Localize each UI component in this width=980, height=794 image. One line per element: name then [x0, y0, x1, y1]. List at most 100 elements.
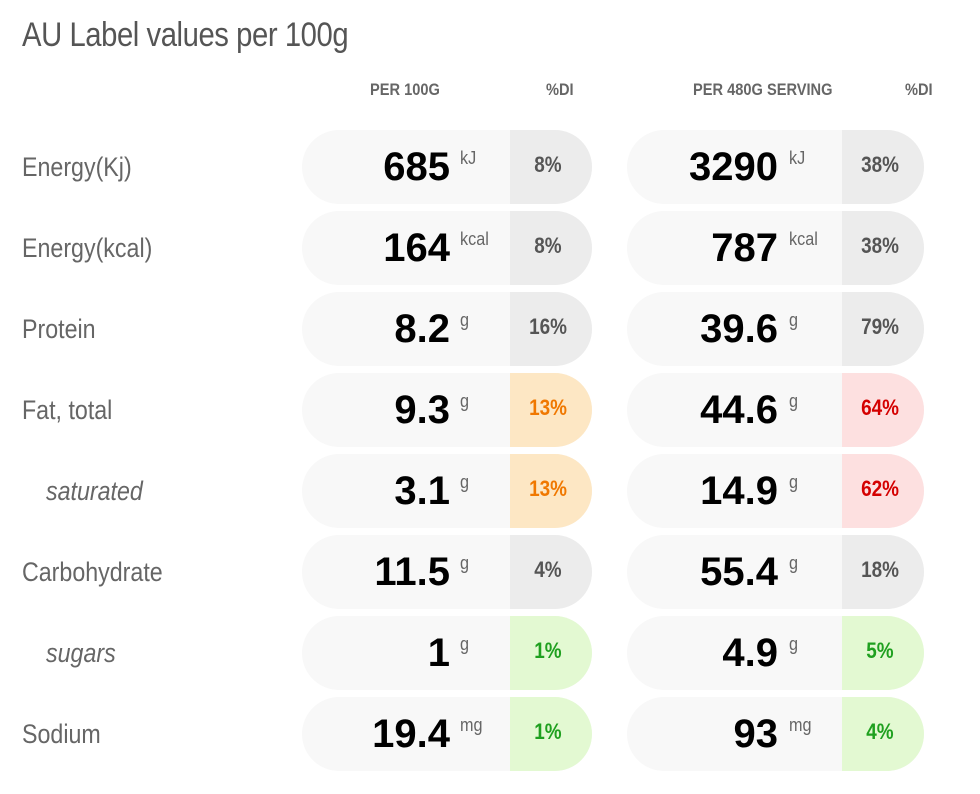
row-label: Carbohydrate [22, 557, 163, 587]
value-cell-per-serving: 44.6 g 64% [627, 373, 924, 447]
daily-intake-badge: 16% [510, 292, 592, 366]
value-cell-per-100g: 19.4 mg 1% [302, 697, 592, 771]
daily-intake-badge: 8% [510, 211, 592, 285]
amount-unit: g [460, 553, 470, 573]
value-cell-per-serving: 4.9 g 5% [627, 616, 924, 690]
daily-intake-badge: 4% [842, 697, 924, 771]
column-header-per-100g: PER 100G [370, 80, 440, 99]
table-row: Sodium 19.4 mg 1% 93 mg 4% [0, 697, 980, 771]
daily-intake-value: 1% [534, 638, 562, 663]
table-row: Protein 8.2 g 16% 39.6 g 79% [0, 292, 980, 366]
value-cell-per-serving: 14.9 g 62% [627, 454, 924, 528]
table-row: Energy(Kj) 685 kJ 8% 3290 kJ 38% [0, 130, 980, 204]
amount-value: 685 [383, 145, 450, 189]
amount-unit: kcal [789, 229, 818, 249]
amount-value: 8.2 [394, 307, 450, 351]
row-label: Energy(kcal) [22, 233, 153, 263]
amount-value: 9.3 [394, 388, 450, 432]
page-title: AU Label values per 100g [22, 16, 349, 54]
column-header-di-per-100g: %DI [546, 80, 574, 99]
amount-value: 3.1 [394, 469, 450, 513]
value-cell-per-serving: 3290 kJ 38% [627, 130, 924, 204]
daily-intake-value: 8% [534, 152, 562, 177]
value-cell-per-serving: 787 kcal 38% [627, 211, 924, 285]
amount-value: 164 [383, 226, 450, 270]
value-cell-per-100g: 164 kcal 8% [302, 211, 592, 285]
daily-intake-value: 13% [529, 476, 567, 501]
amount-value: 39.6 [700, 307, 778, 351]
column-header-di-per-serving: %DI [905, 80, 933, 99]
daily-intake-badge: 5% [842, 616, 924, 690]
amount-value: 44.6 [700, 388, 778, 432]
amount-unit: g [460, 391, 470, 411]
table-row: Fat, total 9.3 g 13% 44.6 g 64% [0, 373, 980, 447]
daily-intake-badge: 13% [510, 373, 592, 447]
table-row: Carbohydrate 11.5 g 4% 55.4 g 18% [0, 535, 980, 609]
daily-intake-value: 62% [861, 476, 899, 501]
amount-value: 1 [427, 631, 450, 675]
daily-intake-badge: 4% [510, 535, 592, 609]
daily-intake-badge: 38% [842, 130, 924, 204]
value-cell-per-100g: 8.2 g 16% [302, 292, 592, 366]
daily-intake-value: 5% [866, 638, 894, 663]
daily-intake-value: 8% [534, 233, 562, 258]
amount-unit: g [789, 472, 799, 492]
amount-unit: g [460, 634, 470, 654]
amount-unit: g [460, 310, 470, 330]
amount-value: 11.5 [374, 550, 450, 594]
amount-unit: g [789, 634, 799, 654]
amount-unit: kJ [460, 148, 477, 168]
amount-unit: kJ [789, 148, 806, 168]
table-row: Energy(kcal) 164 kcal 8% 787 kcal 38% [0, 211, 980, 285]
amount-value: 787 [711, 226, 778, 270]
amount-value: 19.4 [372, 712, 450, 756]
daily-intake-value: 16% [529, 314, 567, 339]
daily-intake-badge: 8% [510, 130, 592, 204]
row-label: Sodium [22, 719, 101, 749]
amount-unit: kcal [460, 229, 489, 249]
amount-value: 3290 [689, 145, 778, 189]
row-label: Protein [22, 314, 96, 344]
amount-unit: g [789, 310, 799, 330]
daily-intake-value: 4% [866, 719, 894, 744]
daily-intake-badge: 38% [842, 211, 924, 285]
column-header-per-serving: PER 480G SERVING [693, 80, 833, 99]
daily-intake-value: 18% [861, 557, 899, 582]
daily-intake-badge: 62% [842, 454, 924, 528]
value-cell-per-serving: 93 mg 4% [627, 697, 924, 771]
daily-intake-badge: 79% [842, 292, 924, 366]
value-cell-per-100g: 3.1 g 13% [302, 454, 592, 528]
value-cell-per-serving: 39.6 g 79% [627, 292, 924, 366]
table-row: saturated 3.1 g 13% 14.9 g 62% [0, 454, 980, 528]
row-label: Fat, total [22, 395, 113, 425]
amount-value: 93 [733, 712, 779, 756]
amount-unit: g [789, 553, 799, 573]
value-cell-per-100g: 9.3 g 13% [302, 373, 592, 447]
daily-intake-value: 38% [861, 233, 899, 258]
value-cell-per-serving: 55.4 g 18% [627, 535, 924, 609]
amount-unit: mg [460, 715, 483, 735]
daily-intake-badge: 1% [510, 616, 592, 690]
daily-intake-badge: 13% [510, 454, 592, 528]
value-cell-per-100g: 1 g 1% [302, 616, 592, 690]
daily-intake-value: 4% [534, 557, 562, 582]
amount-value: 4.9 [722, 631, 778, 675]
value-cell-per-100g: 685 kJ 8% [302, 130, 592, 204]
amount-unit: g [460, 472, 470, 492]
amount-unit: g [789, 391, 799, 411]
table-row: sugars 1 g 1% 4.9 g 5% [0, 616, 980, 690]
daily-intake-value: 1% [534, 719, 562, 744]
amount-unit: mg [789, 715, 812, 735]
amount-value: 55.4 [700, 550, 778, 594]
daily-intake-value: 79% [861, 314, 899, 339]
daily-intake-value: 13% [529, 395, 567, 420]
amount-value: 14.9 [700, 469, 778, 513]
daily-intake-value: 64% [861, 395, 899, 420]
row-label: sugars [46, 638, 116, 668]
daily-intake-badge: 64% [842, 373, 924, 447]
row-label: Energy(Kj) [22, 152, 132, 182]
value-cell-per-100g: 11.5 g 4% [302, 535, 592, 609]
daily-intake-badge: 18% [842, 535, 924, 609]
daily-intake-badge: 1% [510, 697, 592, 771]
row-label: saturated [46, 476, 143, 506]
